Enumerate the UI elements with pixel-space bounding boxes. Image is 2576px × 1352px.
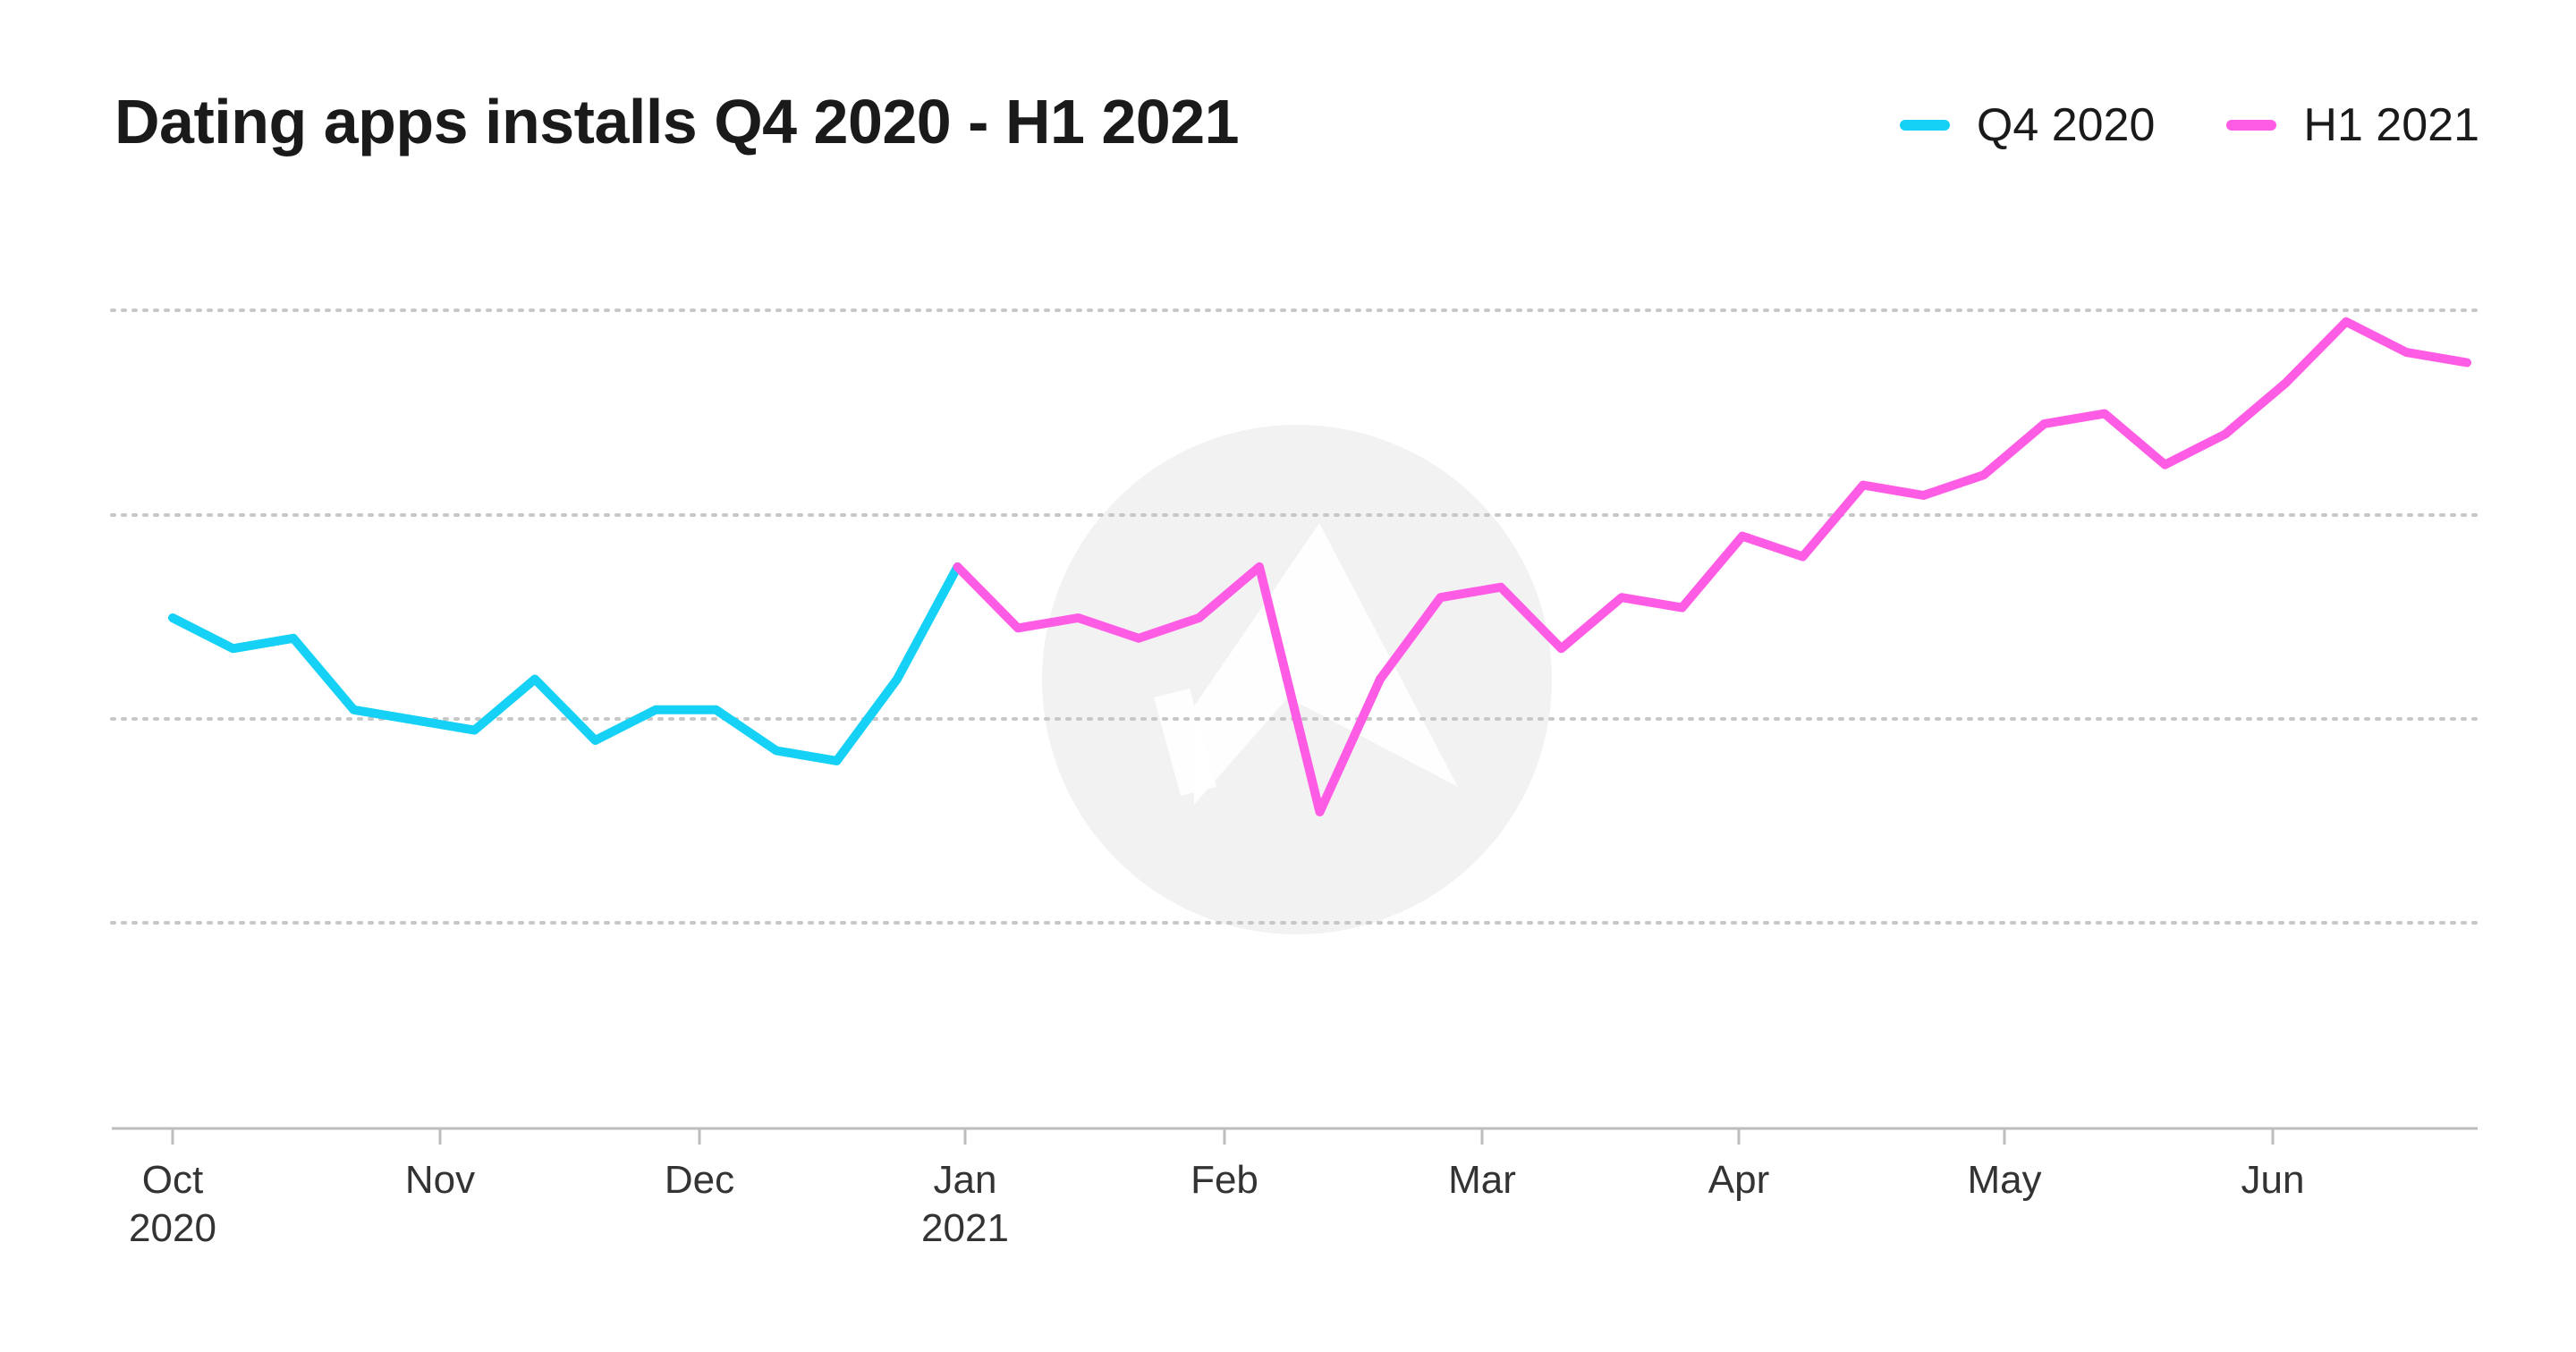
x-tick-label-3: Jan xyxy=(934,1158,997,1202)
watermark-logo-icon xyxy=(1042,425,1552,934)
x-tick-label-4: Feb xyxy=(1191,1158,1258,1202)
legend-item-h1-2021[interactable]: H1 2021 xyxy=(2226,98,2479,152)
x-tick-sublabel-3: 2021 xyxy=(921,1206,1009,1250)
x-tick-label-5: Mar xyxy=(1448,1158,1516,1202)
series-line-0 xyxy=(168,562,962,765)
legend-label-h1-2021: H1 2021 xyxy=(2303,99,2479,151)
legend-item-q4-2020[interactable]: Q4 2020 xyxy=(1899,98,2156,152)
x-tick-label-2: Dec xyxy=(665,1158,734,1202)
x-tick-label-0: Oct xyxy=(142,1158,203,1202)
x-tick-label-1: Nov xyxy=(405,1158,475,1202)
x-tick-sublabel-0: 2020 xyxy=(129,1206,216,1250)
legend-swatch-q4-2020 xyxy=(1899,120,1950,131)
legend-label-q4-2020: Q4 2020 xyxy=(1976,99,2156,151)
series-lines xyxy=(168,317,2471,816)
x-tick-label-8: Jun xyxy=(2241,1158,2305,1202)
series-line-1 xyxy=(953,317,2471,816)
x-tick-label-6: Apr xyxy=(1708,1158,1769,1202)
chart-legend: Q4 2020 H1 2021 xyxy=(1899,98,2479,152)
chart-title: Dating apps installs Q4 2020 - H1 2021 xyxy=(114,87,1240,156)
x-tick-label-7: May xyxy=(1967,1158,2041,1202)
legend-swatch-h1-2021 xyxy=(2226,120,2277,131)
